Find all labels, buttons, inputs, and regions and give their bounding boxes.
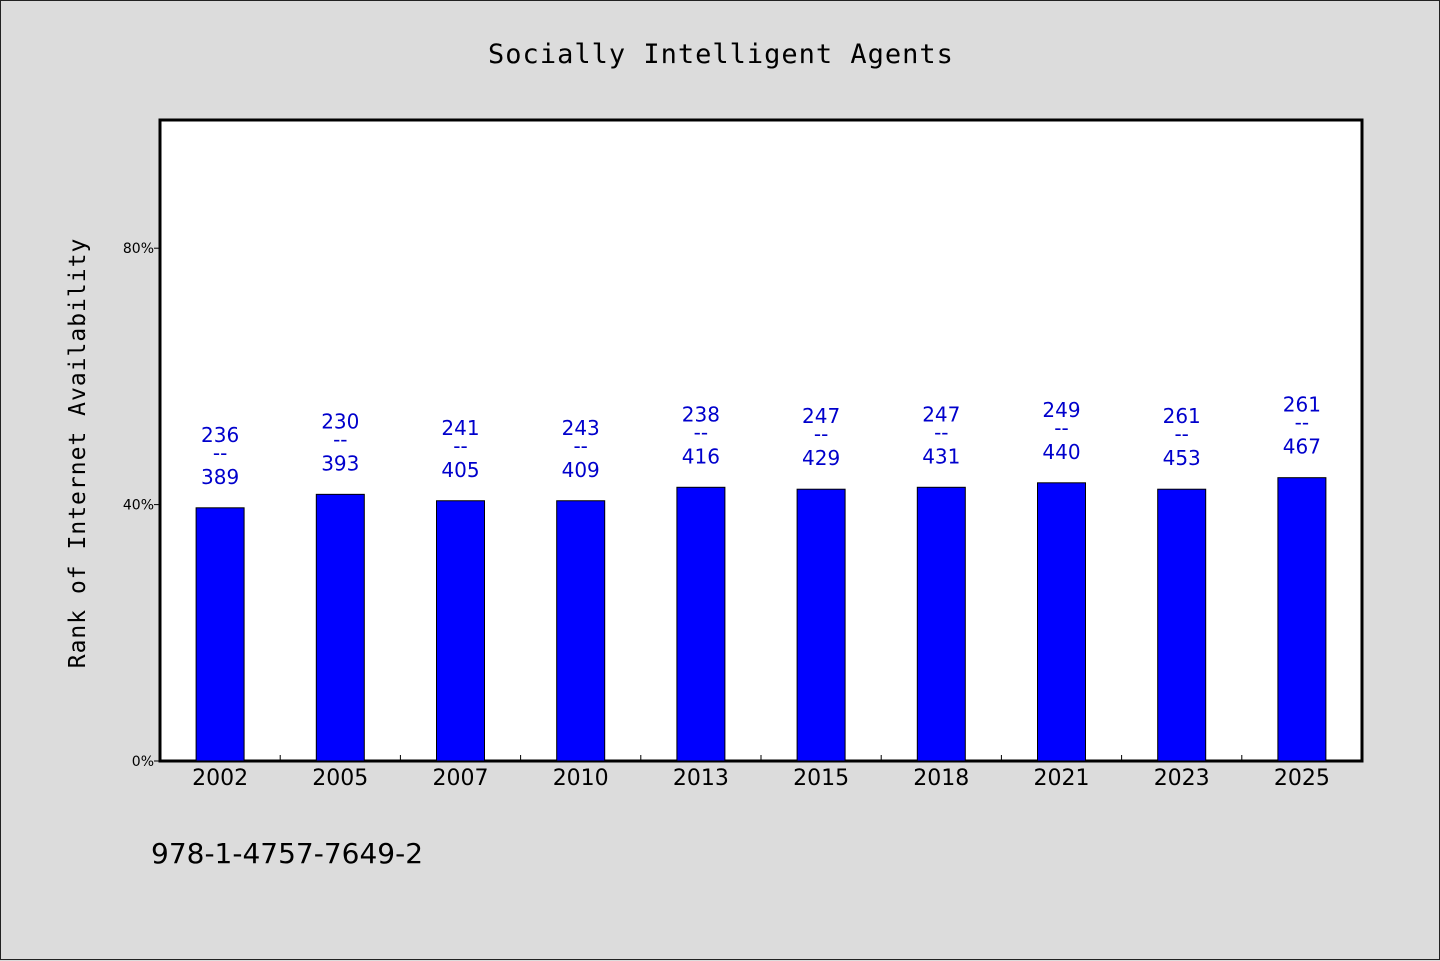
x-axis-ticks: 2002 2005 2007 2010 2013 2015 2018 2021 2023 2025 [192,755,1330,791]
x-tick-label-2007: 2007 [433,766,489,791]
y-tick-label-0: 0% [132,754,154,770]
footer-isbn: 978-1-4757-7649-2 [151,837,423,870]
chart-title: Socially Intelligent Agents [488,39,954,70]
data-label-top-2013: 238 [682,402,720,426]
data-label-separator-2015: -- [814,422,828,446]
data-label-separator-2007: -- [453,434,467,458]
data-label-top-2005: 230 [321,409,359,433]
data-label-separator-2023: -- [1174,422,1188,446]
bar-2010 [556,500,606,762]
data-label-top-2010: 243 [562,416,600,440]
bar-2015 [796,488,846,762]
data-label-bottom-2013: 416 [682,444,720,468]
data-label-top-2021: 249 [1042,398,1080,422]
data-label-top-2007: 241 [441,416,479,440]
data-labels-layer: 236--389230--393241--405243--409238--416… [201,393,1321,489]
y-tick-label-80: 80% [123,241,154,257]
data-label-bottom-2021: 440 [1042,440,1080,464]
y-tick-label-40: 40% [123,498,154,514]
x-tick-label-2010: 2010 [553,766,609,791]
y-axis-label: Rank of Internet Availability [65,238,91,669]
bar-2023 [1157,488,1207,762]
bars-layer [195,477,1327,762]
data-label-top-2015: 247 [802,404,840,428]
bar-2018 [916,486,966,762]
bar-2025 [1277,477,1327,762]
bar-2013 [676,486,726,762]
data-label-bottom-2023: 453 [1163,446,1201,470]
data-label-bottom-2007: 405 [441,458,479,482]
data-label-top-2023: 261 [1163,404,1201,428]
data-label-top-2025: 261 [1283,393,1321,417]
bar-2005 [315,493,365,762]
bar-2007 [436,500,485,762]
data-label-bottom-2018: 431 [922,444,960,468]
data-label-separator-2010: -- [573,434,587,458]
data-label-separator-2013: -- [694,420,708,444]
data-label-bottom-2015: 429 [802,446,840,470]
data-label-bottom-2010: 409 [562,458,600,482]
x-tick-label-2005: 2005 [312,766,368,791]
x-tick-label-2013: 2013 [673,766,729,791]
x-tick-label-2018: 2018 [913,766,969,791]
data-label-top-2002: 236 [201,423,239,447]
data-label-separator-2021: -- [1054,416,1068,440]
x-tick-label-2015: 2015 [793,766,849,791]
x-tick-label-2002: 2002 [192,766,248,791]
x-tick-label-2023: 2023 [1154,766,1210,791]
data-label-separator-2005: -- [333,427,347,451]
bar-2002 [195,507,245,762]
data-label-separator-2025: -- [1295,411,1309,435]
x-tick-label-2025: 2025 [1274,766,1330,791]
bar-2021 [1037,482,1086,762]
data-label-top-2018: 247 [922,402,960,426]
data-label-bottom-2002: 389 [201,465,239,489]
data-label-separator-2002: -- [213,441,227,465]
data-label-separator-2018: -- [934,420,948,444]
x-tick-label-2021: 2021 [1034,766,1090,791]
data-label-bottom-2025: 467 [1283,435,1321,459]
data-label-bottom-2005: 393 [321,451,359,475]
y-axis-ticks: 0% 40% 80% [123,241,160,770]
